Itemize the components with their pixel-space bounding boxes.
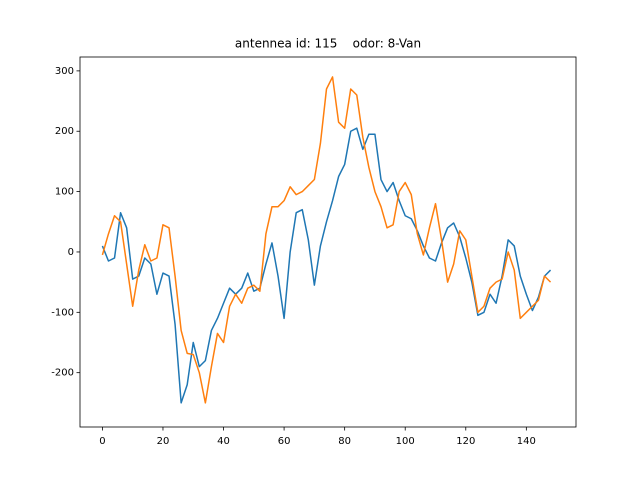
- axes-frame: [79, 56, 577, 428]
- chart-title: antennea id: 115 odor: 8-Van: [235, 37, 421, 51]
- x-tick-label: 40: [217, 436, 230, 447]
- x-tick-label: 100: [396, 436, 415, 447]
- x-tick-label: 60: [278, 436, 291, 447]
- x-tick-label: 80: [338, 436, 351, 447]
- x-tick-label: 140: [517, 436, 536, 447]
- y-tick-label: -100: [51, 307, 74, 318]
- series-line: [101, 76, 552, 404]
- y-tick-label: -200: [51, 368, 74, 379]
- x-tick-label: 20: [157, 436, 170, 447]
- y-tick-label: 200: [55, 126, 74, 137]
- y-tick-label: 300: [55, 66, 74, 77]
- x-tick-label: 120: [456, 436, 475, 447]
- y-tick-label: 0: [68, 247, 74, 258]
- x-tick-label: 0: [99, 436, 105, 447]
- y-tick-label: 100: [55, 187, 74, 198]
